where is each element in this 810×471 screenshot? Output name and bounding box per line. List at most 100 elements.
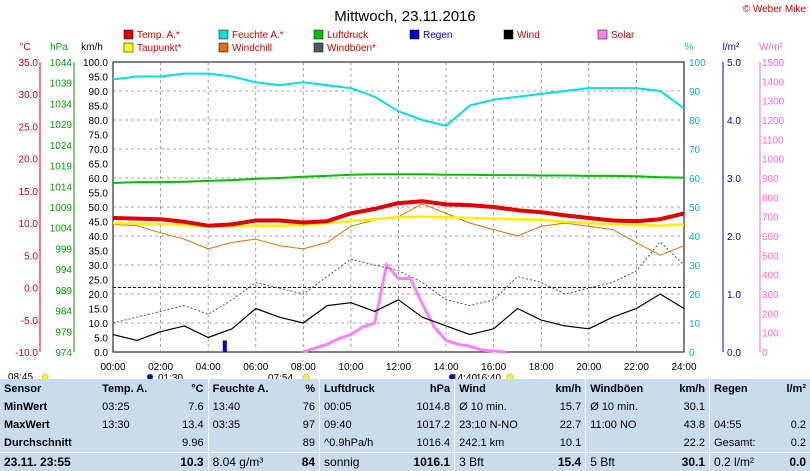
tick-label-solar: 100 <box>762 329 779 340</box>
tick-label-temp: 35.0 <box>19 58 39 69</box>
tick-label-wind: 95.0 <box>89 73 109 84</box>
table-cell: 04:55 <box>714 419 742 432</box>
tick-label-wind: 5.0 <box>94 334 108 345</box>
table-cell <box>586 434 666 452</box>
table-cell: 00:05 <box>324 401 352 414</box>
th-temp: Temp. A. <box>102 382 148 395</box>
tick-label-hum: 90 <box>689 87 701 98</box>
humidity-series <box>112 72 685 127</box>
tick-label-solar: 1500 <box>762 58 785 69</box>
left-axes: 35.0 30.0 25.0 20.0 15.0 10.0 5.0 0.0 -5.0 -10.0 1… <box>15 58 108 359</box>
tick-label-solar: 700 <box>762 213 779 224</box>
tick-label-solar: 300 <box>762 290 779 301</box>
legend-label: Windchill <box>232 43 272 54</box>
table-cell: Ø 10 min. <box>459 401 507 414</box>
tick-label-hum: 50 <box>689 203 701 214</box>
tick-label-press: 999 <box>55 244 72 255</box>
tick-label-press: 1044 <box>50 58 73 69</box>
tick-label-press: 974 <box>55 348 72 359</box>
x-tick-label: 06:00 <box>243 362 268 373</box>
right-axes: 10090807060504030201005.04.03.02.01.00.0… <box>689 58 785 359</box>
table-cell: 23:10 N-NO <box>459 419 518 432</box>
table-cell: 242.1 km <box>459 436 505 449</box>
table-cell: 30.1 <box>665 452 711 471</box>
table-cell: 22.2 <box>665 434 711 453</box>
table-cell: 3 Bft <box>454 452 542 471</box>
table-cell: 76 <box>291 399 321 417</box>
plot-area <box>112 72 685 354</box>
row-label: Durchschnitt <box>4 436 72 449</box>
table-cell: 15.4 <box>541 452 587 471</box>
table-cell: 1014.8 <box>396 399 456 417</box>
axis-unit-wind: km/h <box>81 42 103 53</box>
rain-bar <box>222 340 227 352</box>
axis-unit-solar: W/m² <box>759 42 784 53</box>
legend-label: Regen <box>423 30 452 41</box>
table-cell: 0.2 <box>790 436 806 449</box>
sun-marker-icon <box>302 373 310 379</box>
legend-label: Windböen* <box>327 43 376 54</box>
tick-label-press: 1004 <box>50 224 73 235</box>
tick-label-hum: 70 <box>689 145 701 156</box>
table-cell: 7.6 <box>166 399 209 417</box>
tick-label-solar: 600 <box>762 232 779 243</box>
th-hum-unit: % <box>291 379 321 400</box>
th-temp-unit: °C <box>166 379 209 400</box>
tick-label-wind: 0.0 <box>94 348 108 359</box>
tick-label-wind: 75.0 <box>89 131 109 142</box>
table-cell: 03:35 <box>212 419 241 432</box>
tick-label-wind: 20.0 <box>89 290 109 301</box>
table-cell: 10.3 <box>166 452 209 471</box>
table-cell: 1017.2 <box>396 416 456 435</box>
tick-label-press: 984 <box>55 307 72 318</box>
tick-label-solar: 1100 <box>762 135 784 146</box>
th-gust: Windböen <box>590 382 644 395</box>
legend-swatch <box>597 29 608 40</box>
table-row-max: MaxWert 13:30 13.4 03:35 97 09:40 1017.2… <box>0 416 810 435</box>
tick-label-rain: 4.0 <box>727 116 741 127</box>
th-press: Luftdruck <box>324 382 375 395</box>
tick-label-wind: 55.0 <box>89 189 109 200</box>
tick-label-wind: 25.0 <box>89 276 109 287</box>
tick-label-hum: 80 <box>689 116 701 127</box>
tick-label-press: 994 <box>55 265 72 276</box>
tick-label-wind: 50.0 <box>89 203 109 214</box>
x-tick-label: 02:00 <box>148 362 173 373</box>
row-label: 23.11. 23:55 <box>0 452 99 471</box>
tick-label-press: 1009 <box>50 203 73 214</box>
sun-marker-icon <box>448 373 456 379</box>
tick-label-solar: 500 <box>762 251 779 262</box>
legend-swatch <box>218 29 229 40</box>
tick-label-hum: 40 <box>689 232 701 243</box>
table-cell: 9.96 <box>166 434 209 453</box>
th-rain: Regen <box>714 382 748 395</box>
tick-label-temp: 5.0 <box>24 251 38 262</box>
table-cell: 0.2 <box>790 419 806 432</box>
table-cell: 11:00 NO <box>590 419 637 432</box>
x-tick-label: 20:00 <box>576 362 601 373</box>
table-cell: 30.1 <box>665 399 711 417</box>
table-cell: 03:25 <box>102 401 130 414</box>
table-cell: 09:40 <box>324 419 352 432</box>
tick-label-hum: 30 <box>689 261 701 272</box>
temperature-series <box>112 199 685 228</box>
table-cell: 89 <box>291 434 321 453</box>
table-cell: sonnig <box>319 452 397 471</box>
tick-label-solar: 0 <box>762 348 768 359</box>
table-cell: 97 <box>291 416 321 435</box>
table-header-row: Sensor Temp. A. °C Feuchte A. % Luftdruc… <box>0 379 810 400</box>
tick-label-solar: 200 <box>762 309 779 320</box>
tick-label-temp: 20.0 <box>19 155 39 166</box>
tick-label-solar: 1400 <box>762 77 785 88</box>
tick-label-temp: 30.0 <box>19 90 39 101</box>
sun-marker-icon <box>506 373 514 379</box>
x-tick-label: 24:00 <box>671 362 696 373</box>
table-cell: 1016.4 <box>396 434 456 453</box>
tick-label-press: 1019 <box>50 162 73 173</box>
legend-swatch <box>218 42 229 53</box>
sun-marker-icon <box>41 373 49 379</box>
tick-label-wind: 85.0 <box>89 102 109 113</box>
axis-unit-rain: l/m² <box>723 42 740 53</box>
sun-marker-label: 01:30 <box>158 373 183 379</box>
